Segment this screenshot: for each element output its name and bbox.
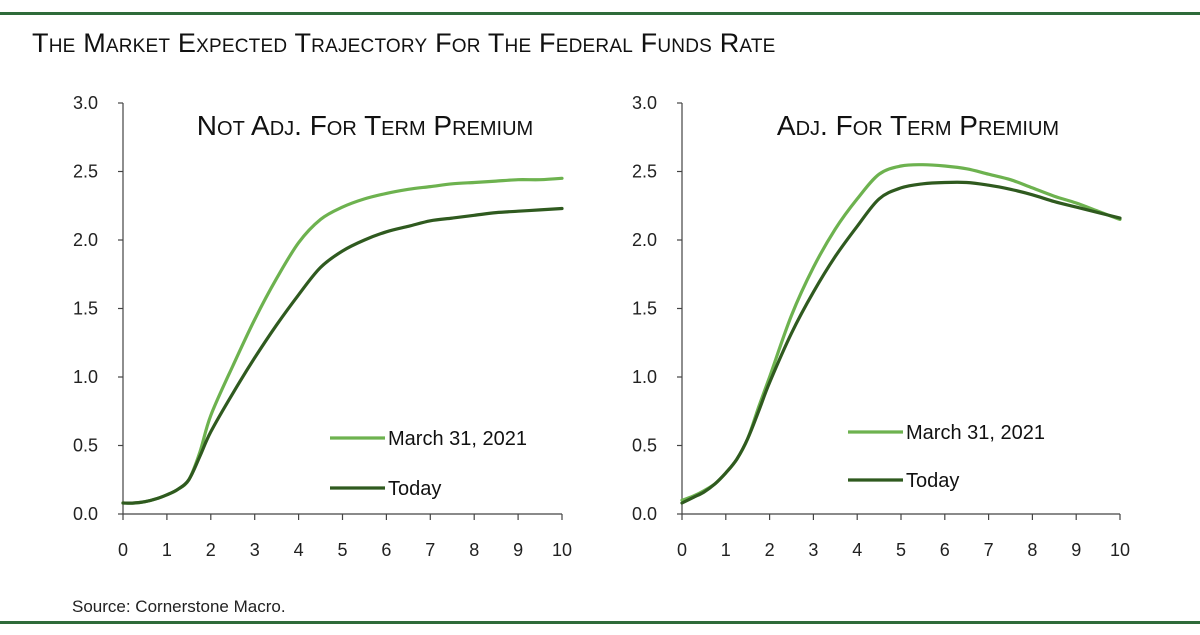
x-tick-label: 6 <box>381 540 391 560</box>
x-tick-label: 1 <box>162 540 172 560</box>
x-tick-label: 2 <box>765 540 775 560</box>
y-tick-label: 0.5 <box>632 436 657 456</box>
panel-title-not-adjusted: Not Adj. For Term Premium <box>197 110 533 141</box>
x-tick-label: 0 <box>118 540 128 560</box>
x-tick-label: 4 <box>294 540 304 560</box>
y-tick-label: 1.0 <box>632 367 657 387</box>
y-tick-label: 0.5 <box>73 436 98 456</box>
x-tick-label: 5 <box>337 540 347 560</box>
x-tick-label: 9 <box>513 540 523 560</box>
y-tick-label: 2.0 <box>73 230 98 250</box>
x-tick-label: 1 <box>721 540 731 560</box>
series-line-today <box>121 206 564 505</box>
top-rule <box>0 12 1200 15</box>
y-tick-label: 2.5 <box>73 162 98 182</box>
y-tick-label: 0.0 <box>73 504 98 524</box>
y-tick-label: 3.0 <box>632 93 657 113</box>
x-tick-label: 4 <box>852 540 862 560</box>
y-tick-label: 1.0 <box>73 367 98 387</box>
x-tick-label: 7 <box>425 540 435 560</box>
legend-label: Today <box>388 478 441 500</box>
x-tick-label: 10 <box>552 540 572 560</box>
bottom-rule <box>0 621 1200 624</box>
y-tick-label: 2.0 <box>632 230 657 250</box>
y-tick-label: 1.5 <box>632 299 657 319</box>
panel-title-adjusted: Adj. For Term Premium <box>777 110 1059 141</box>
x-tick-label: 0 <box>677 540 687 560</box>
x-tick-label: 10 <box>1110 540 1130 560</box>
page-title: The Market Expected Trajectory For The F… <box>32 28 776 58</box>
x-tick-label: 5 <box>896 540 906 560</box>
chart-panel-not-adjusted: Not Adj. For Term Premium 0.0 0.5 1.0 1.5 2.… <box>73 93 572 560</box>
x-tick-label: 3 <box>250 540 260 560</box>
legend-label: Today <box>906 470 959 492</box>
chart-panel-adjusted: Adj. For Term Premium 0.0 0.5 1.0 1.5 2.0 2.5… <box>632 93 1130 560</box>
source-note: Source: Cornerstone Macro. <box>72 597 286 616</box>
y-tick-label: 3.0 <box>73 93 98 113</box>
series-line-march-31-2021 <box>680 163 1122 502</box>
legend-label: March 31, 2021 <box>388 428 527 450</box>
series-line-march-31-2021 <box>121 176 564 505</box>
x-tick-label: 8 <box>1027 540 1037 560</box>
x-tick-label: 2 <box>206 540 216 560</box>
x-tick-label: 3 <box>808 540 818 560</box>
legend-label: March 31, 2021 <box>906 422 1045 444</box>
x-tick-label: 6 <box>940 540 950 560</box>
x-tick-label: 9 <box>1071 540 1081 560</box>
y-tick-label: 2.5 <box>632 162 657 182</box>
y-tick-label: 0.0 <box>632 504 657 524</box>
y-tick-label: 1.5 <box>73 299 98 319</box>
series-line-today <box>680 180 1122 505</box>
x-tick-label: 8 <box>469 540 479 560</box>
x-tick-label: 7 <box>984 540 994 560</box>
